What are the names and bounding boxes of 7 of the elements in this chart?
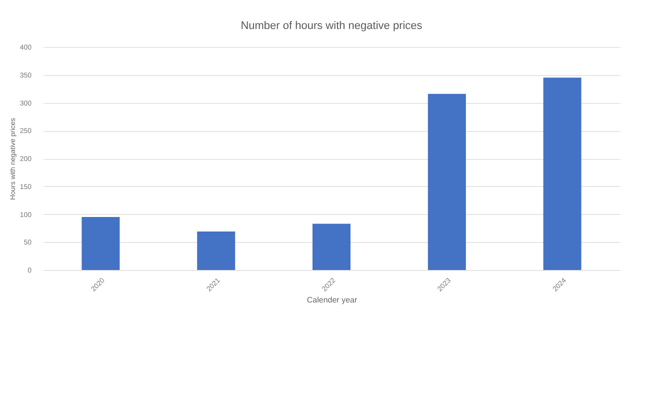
bar xyxy=(428,94,466,270)
x-axis-title: Calender year xyxy=(306,295,358,304)
bar xyxy=(312,224,350,270)
chart-title: Number of hours with negative prices xyxy=(240,20,423,32)
bar xyxy=(543,78,582,270)
bar xyxy=(197,232,236,270)
bar xyxy=(82,217,120,270)
